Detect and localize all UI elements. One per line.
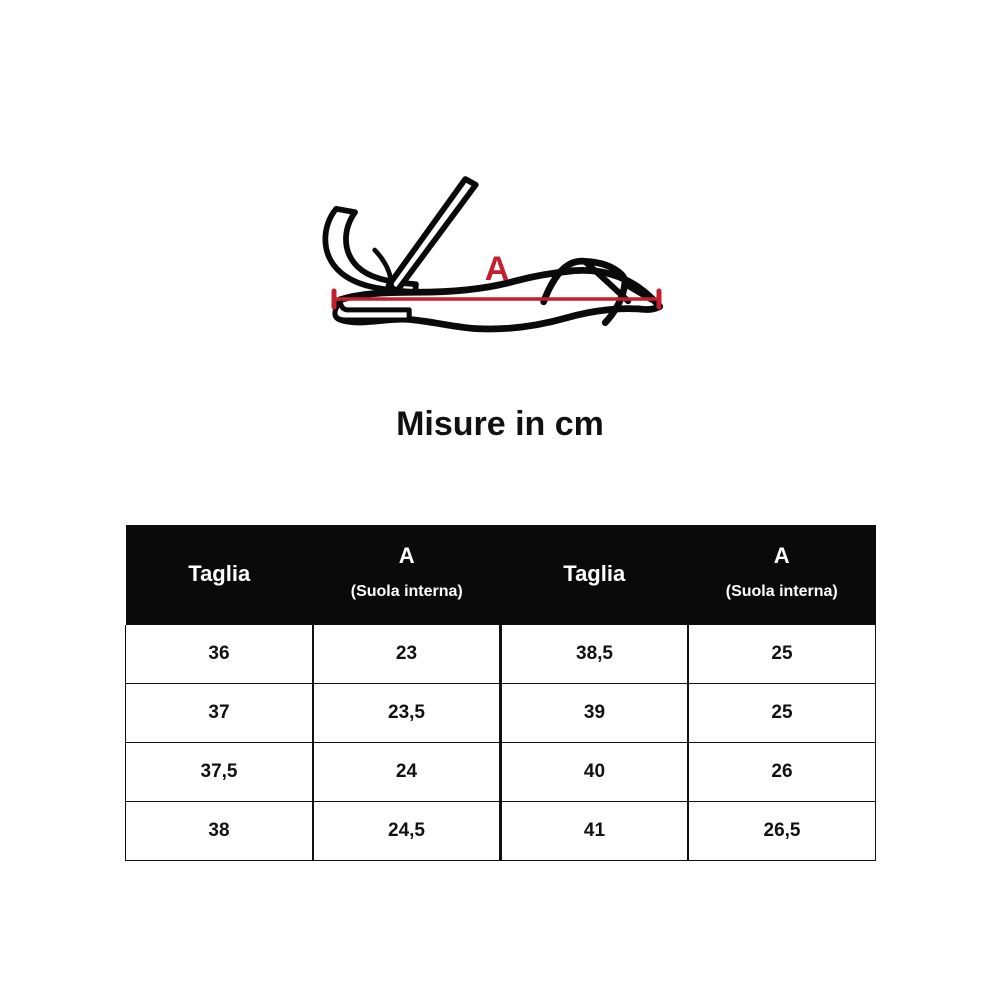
svg-text:A: A: [485, 250, 510, 288]
